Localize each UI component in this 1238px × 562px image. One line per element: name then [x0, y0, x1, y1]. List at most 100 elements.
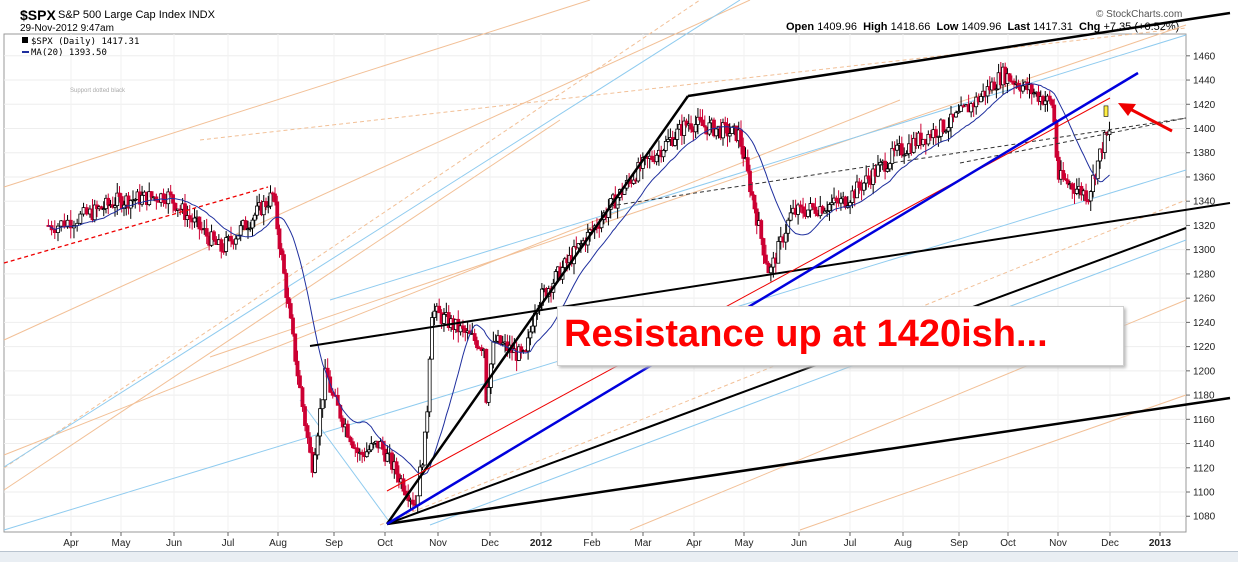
candle-body	[350, 441, 355, 449]
candle-body	[128, 200, 133, 209]
chg-label: Chg	[1079, 21, 1101, 33]
candle-body	[885, 168, 890, 172]
candle-body	[806, 209, 810, 217]
candle-body	[741, 146, 746, 159]
candle-body	[261, 201, 266, 216]
candle-body	[284, 272, 289, 298]
candle-body	[493, 340, 498, 343]
candle-body	[140, 194, 144, 205]
x-tick-label: Oct	[377, 538, 393, 549]
x-tick-label: Sep	[325, 538, 343, 549]
x-tick-label: Mar	[634, 538, 652, 549]
candle-body	[985, 86, 990, 97]
trend-line-blue	[386, 71, 1139, 526]
candle-body	[255, 205, 259, 216]
channel-orange-line	[3, 0, 591, 188]
candle-body	[839, 198, 843, 204]
x-tick-label: May	[112, 538, 131, 549]
candle-body	[420, 464, 425, 468]
legend: $SPX (Daily) 1417.31 MA(20) 1393.50	[22, 37, 139, 58]
candle-body	[1074, 188, 1079, 194]
support-note: Support dotted black	[70, 88, 126, 94]
candle-body	[1052, 104, 1057, 123]
candle-body	[264, 201, 268, 207]
candle-body	[723, 122, 728, 125]
candle-body	[62, 220, 67, 228]
candle-body	[197, 216, 202, 230]
candle-body	[675, 128, 680, 140]
candle-body	[418, 466, 423, 497]
candle-body	[631, 179, 636, 184]
candle-body	[796, 204, 800, 215]
y-tick-label: 1160	[1193, 415, 1215, 426]
candle-body	[848, 202, 853, 207]
x-tick-label: Apr	[63, 538, 79, 549]
chart-header: $SPX S&P 500 Large Cap Index INDX 29-Nov…	[0, 0, 1238, 34]
candle-body	[654, 154, 659, 163]
y-tick-label: 1380	[1193, 148, 1216, 159]
x-axis: Apr May Jun Jul Aug Sep Oct Nov Dec 2012 Feb Mar Apr…	[63, 532, 1172, 549]
candle-body	[78, 213, 83, 224]
candle-body	[295, 360, 300, 377]
y-tick-label: 1080	[1193, 512, 1216, 523]
candle-body	[861, 182, 866, 191]
candle-body	[1095, 160, 1100, 180]
candle-body	[364, 451, 369, 458]
x-tick-label: 2013	[1149, 538, 1172, 549]
candle-body	[68, 219, 73, 229]
candle-body	[822, 210, 827, 214]
candle-body	[411, 499, 415, 505]
channel-lightblue-line	[3, 0, 741, 468]
candle-body	[282, 254, 286, 274]
x-tick-label: Jun	[791, 538, 807, 549]
candle-body	[1050, 99, 1054, 106]
candle-body	[1084, 190, 1088, 202]
y-tick-label: 1240	[1193, 318, 1216, 329]
candle-body	[714, 128, 719, 137]
x-tick-label: Jul	[222, 538, 235, 549]
y-tick-label: 1420	[1193, 100, 1216, 111]
candle-body	[323, 367, 328, 401]
channel-lightblue-line	[329, 34, 1187, 301]
candle-body	[101, 208, 106, 211]
candle-body	[528, 331, 533, 339]
candle-body	[684, 120, 689, 126]
candle-body	[270, 192, 275, 195]
candle-body	[696, 116, 700, 125]
y-tick-label: 1120	[1193, 463, 1215, 474]
candle-body	[293, 333, 298, 362]
candle-body	[721, 122, 725, 139]
candle-body	[689, 123, 693, 130]
candle-body	[475, 340, 479, 349]
candle-body	[427, 358, 432, 413]
x-tick-label: Dec	[1101, 538, 1119, 549]
candle-body	[59, 220, 64, 227]
candle-body	[949, 113, 953, 128]
candle-body	[396, 473, 401, 483]
channel-orange-line	[3, 99, 901, 456]
candle-body	[650, 155, 654, 161]
candle-body	[291, 317, 295, 335]
candle-body	[500, 342, 505, 345]
candle-body	[759, 220, 764, 239]
high-label: High	[863, 21, 888, 33]
channel-lightblue-line	[299, 399, 389, 521]
candle-body	[422, 431, 427, 466]
candle-body	[149, 191, 154, 198]
y-tick-label: 1320	[1193, 221, 1216, 232]
candle-body	[360, 451, 365, 455]
candle-body	[764, 254, 768, 264]
candle-body	[1107, 130, 1112, 135]
legend-ma: MA(20) 1393.50	[31, 48, 107, 58]
candle-body	[811, 203, 815, 208]
y-tick-label: 1340	[1193, 197, 1216, 208]
candle-body	[430, 317, 434, 360]
candle-body	[394, 461, 399, 475]
candle-body	[979, 96, 983, 103]
x-tick-label: May	[735, 538, 754, 549]
open-label: Open	[786, 21, 815, 33]
candle-body	[825, 210, 830, 213]
x-tick-label: Apr	[686, 538, 702, 549]
candle-body	[340, 417, 345, 428]
candle-body	[876, 164, 880, 177]
